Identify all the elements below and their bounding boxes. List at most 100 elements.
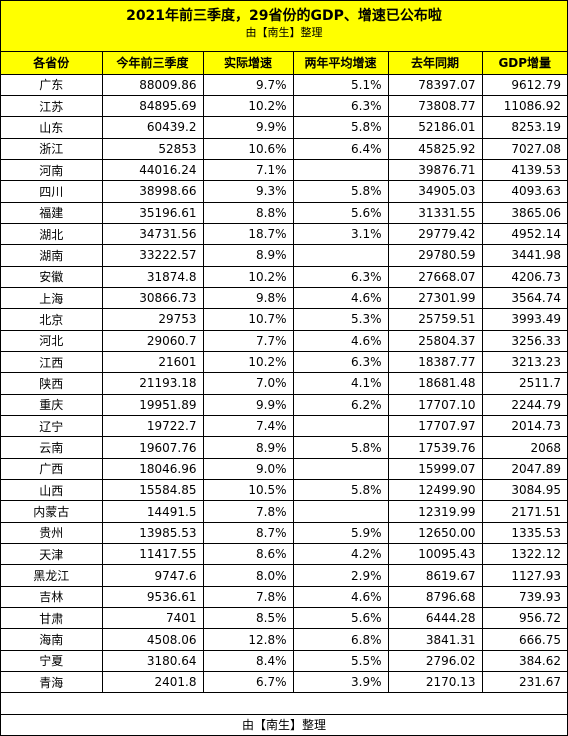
cell-current-gdp: 31874.8 bbox=[101, 265, 204, 288]
cell-current-gdp: 84895.69 bbox=[101, 94, 204, 118]
cell-real-growth: 10.6% bbox=[202, 137, 294, 160]
cell-real-growth: 9.0% bbox=[202, 457, 294, 481]
cell-last-year: 17707.97 bbox=[387, 414, 483, 438]
cell-two-year-avg: 5.6% bbox=[292, 201, 389, 224]
table-row: 贵州 13985.53 8.7% 5.9% 12650.00 1335.53 bbox=[1, 521, 567, 545]
column-header-last-year: 去年同期 bbox=[387, 52, 483, 75]
cell-gdp-increase: 956.72 bbox=[481, 607, 567, 630]
cell-province: 四川 bbox=[1, 180, 103, 203]
cell-current-gdp: 19951.89 bbox=[101, 393, 204, 417]
cell-two-year-avg: 5.1% bbox=[292, 73, 389, 96]
cell-current-gdp: 35196.61 bbox=[101, 201, 204, 224]
footer-credit: 由【南生】整理 bbox=[1, 714, 567, 735]
table-row: 广西 18046.96 9.0% 15999.07 2047.89 bbox=[1, 457, 567, 481]
cell-current-gdp: 9536.61 bbox=[101, 585, 204, 609]
cell-gdp-increase: 8253.19 bbox=[481, 116, 567, 139]
cell-real-growth: 7.7% bbox=[202, 329, 294, 352]
cell-real-growth: 10.2% bbox=[202, 350, 294, 374]
cell-gdp-increase: 2014.73 bbox=[481, 414, 567, 438]
cell-real-growth: 7.4% bbox=[202, 414, 294, 438]
cell-current-gdp: 2401.8 bbox=[101, 671, 204, 694]
cell-province: 辽宁 bbox=[1, 414, 103, 438]
column-header-real-growth: 实际增速 bbox=[202, 52, 294, 75]
cell-gdp-increase: 4952.14 bbox=[481, 222, 567, 246]
cell-two-year-avg bbox=[292, 158, 389, 182]
cell-two-year-avg bbox=[292, 244, 389, 267]
cell-gdp-increase: 2171.51 bbox=[481, 500, 567, 523]
cell-current-gdp: 19607.76 bbox=[101, 436, 204, 459]
table-row: 天津 11417.55 8.6% 4.2% 10095.43 1322.12 bbox=[1, 543, 567, 566]
table-row: 山西 15584.85 10.5% 5.8% 12499.90 3084.95 bbox=[1, 479, 567, 502]
cell-last-year: 18387.77 bbox=[387, 350, 483, 374]
cell-two-year-avg bbox=[292, 457, 389, 481]
cell-real-growth: 9.8% bbox=[202, 286, 294, 310]
cell-province: 广东 bbox=[1, 73, 103, 96]
cell-current-gdp: 3180.64 bbox=[101, 649, 204, 673]
cell-province: 宁夏 bbox=[1, 649, 103, 673]
cell-last-year: 18681.48 bbox=[387, 372, 483, 395]
table-row: 云南 19607.76 8.9% 5.8% 17539.76 2068 bbox=[1, 436, 567, 459]
cell-province: 广西 bbox=[1, 457, 103, 481]
cell-two-year-avg: 6.8% bbox=[292, 628, 389, 651]
column-header-province: 各省份 bbox=[1, 52, 103, 75]
cell-gdp-increase: 3441.98 bbox=[481, 244, 567, 267]
cell-two-year-avg: 5.8% bbox=[292, 180, 389, 203]
table-row: 江苏 84895.69 10.2% 6.3% 73808.77 11086.92 bbox=[1, 94, 567, 118]
cell-last-year: 27301.99 bbox=[387, 286, 483, 310]
cell-last-year: 17539.76 bbox=[387, 436, 483, 459]
cell-province: 重庆 bbox=[1, 393, 103, 417]
cell-real-growth: 9.9% bbox=[202, 393, 294, 417]
cell-province: 黑龙江 bbox=[1, 564, 103, 587]
cell-gdp-increase: 3865.06 bbox=[481, 201, 567, 224]
table-row: 山东 60439.2 9.9% 5.8% 52186.01 8253.19 bbox=[1, 116, 567, 139]
cell-gdp-increase: 3256.33 bbox=[481, 329, 567, 352]
cell-current-gdp: 44016.24 bbox=[101, 158, 204, 182]
cell-last-year: 27668.07 bbox=[387, 265, 483, 288]
table-row: 青海 2401.8 6.7% 3.9% 2170.13 231.67 bbox=[1, 671, 567, 694]
cell-real-growth: 8.9% bbox=[202, 436, 294, 459]
cell-two-year-avg: 6.2% bbox=[292, 393, 389, 417]
cell-gdp-increase: 3084.95 bbox=[481, 479, 567, 502]
cell-current-gdp: 21601 bbox=[101, 350, 204, 374]
cell-province: 陕西 bbox=[1, 372, 103, 395]
cell-province: 山西 bbox=[1, 479, 103, 502]
cell-current-gdp: 19722.7 bbox=[101, 414, 204, 438]
cell-real-growth: 10.5% bbox=[202, 479, 294, 502]
cell-two-year-avg: 5.8% bbox=[292, 436, 389, 459]
cell-current-gdp: 4508.06 bbox=[101, 628, 204, 651]
table-row: 广东 88009.86 9.7% 5.1% 78397.07 9612.79 bbox=[1, 73, 567, 96]
table-body: 广东 88009.86 9.7% 5.1% 78397.07 9612.79 江苏 84895… bbox=[1, 73, 567, 694]
header: 2021年前三季度，29省份的GDP、增速已公布啦 由【南生】整理 bbox=[1, 1, 567, 52]
table-row: 四川 38998.66 9.3% 5.8% 34905.03 4093.63 bbox=[1, 180, 567, 203]
cell-real-growth: 7.8% bbox=[202, 585, 294, 609]
cell-gdp-increase: 1127.93 bbox=[481, 564, 567, 587]
cell-province: 湖南 bbox=[1, 244, 103, 267]
cell-two-year-avg: 6.3% bbox=[292, 265, 389, 288]
cell-real-growth: 8.8% bbox=[202, 201, 294, 224]
cell-province: 吉林 bbox=[1, 585, 103, 609]
cell-current-gdp: 13985.53 bbox=[101, 521, 204, 545]
cell-current-gdp: 88009.86 bbox=[101, 73, 204, 96]
cell-province: 河南 bbox=[1, 158, 103, 182]
cell-real-growth: 8.5% bbox=[202, 607, 294, 630]
cell-last-year: 10095.43 bbox=[387, 543, 483, 566]
cell-last-year: 8619.67 bbox=[387, 564, 483, 587]
gdp-table: 各省份 今年前三季度 实际增速 两年平均增速 去年同期 GDP增量 广东 8800… bbox=[1, 52, 567, 694]
cell-two-year-avg: 3.1% bbox=[292, 222, 389, 246]
cell-last-year: 17707.10 bbox=[387, 393, 483, 417]
cell-province: 福建 bbox=[1, 201, 103, 224]
table-row: 辽宁 19722.7 7.4% 17707.97 2014.73 bbox=[1, 414, 567, 438]
cell-two-year-avg: 5.8% bbox=[292, 116, 389, 139]
cell-gdp-increase: 4093.63 bbox=[481, 180, 567, 203]
table-row: 上海 30866.73 9.8% 4.6% 27301.99 3564.74 bbox=[1, 286, 567, 310]
cell-real-growth: 7.0% bbox=[202, 372, 294, 395]
cell-two-year-avg bbox=[292, 500, 389, 523]
cell-last-year: 29779.42 bbox=[387, 222, 483, 246]
cell-real-growth: 8.6% bbox=[202, 543, 294, 566]
cell-last-year: 2170.13 bbox=[387, 671, 483, 694]
cell-last-year: 2796.02 bbox=[387, 649, 483, 673]
cell-gdp-increase: 3993.49 bbox=[481, 308, 567, 331]
cell-current-gdp: 9747.6 bbox=[101, 564, 204, 587]
cell-last-year: 12650.00 bbox=[387, 521, 483, 545]
